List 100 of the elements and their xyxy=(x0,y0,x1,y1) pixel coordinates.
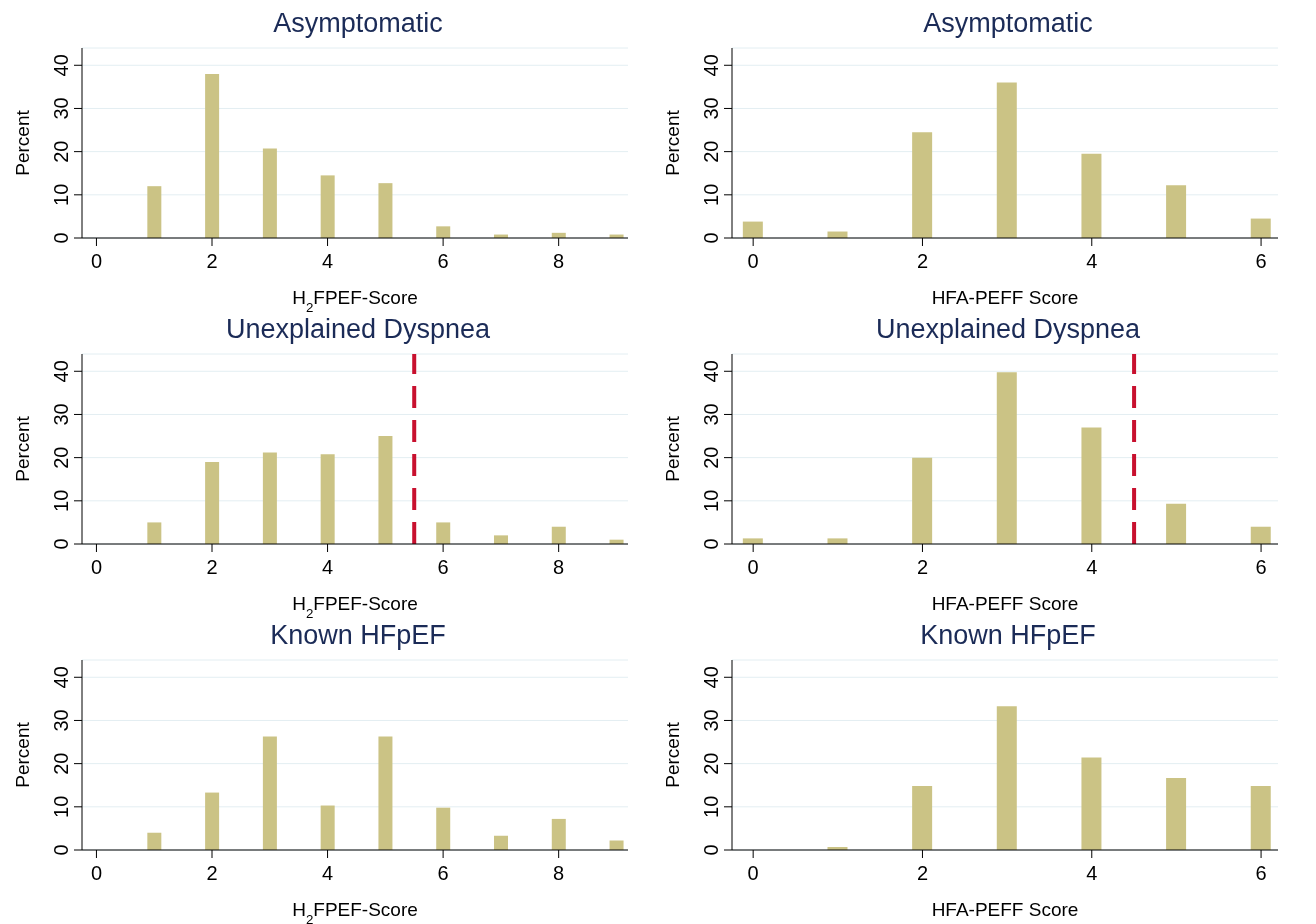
bar xyxy=(742,221,763,238)
x-tick-label: 6 xyxy=(437,862,449,884)
x-tick-label: 2 xyxy=(916,250,929,272)
x-tick-label: 4 xyxy=(321,250,334,272)
y-axis-title: Percent xyxy=(662,721,684,788)
bar xyxy=(378,436,393,544)
bar xyxy=(996,706,1017,850)
y-tick-label: 0 xyxy=(700,538,722,550)
x-tick-label: 4 xyxy=(321,556,334,578)
bar xyxy=(912,132,933,238)
bar xyxy=(205,461,220,544)
y-tick-label: 40 xyxy=(700,360,722,383)
bar xyxy=(320,175,335,238)
x-tick-label: 0 xyxy=(747,862,759,884)
y-tick-label: 40 xyxy=(700,54,722,77)
x-tick-label: 4 xyxy=(1086,250,1098,272)
y-tick-label: 20 xyxy=(700,140,722,163)
y-tick-label: 20 xyxy=(50,752,72,775)
y-tick-label: 40 xyxy=(50,360,72,383)
bar xyxy=(1166,777,1187,850)
bar xyxy=(436,522,451,544)
x-axis-title: H$_{2}$FPEF-Score xyxy=(292,899,418,924)
chart-title: Unexplained Dyspnea xyxy=(224,314,492,346)
bar xyxy=(1081,427,1102,544)
x-tick-label: 8 xyxy=(553,862,565,884)
y-tick-label: 10 xyxy=(700,795,722,818)
y-axis-title: Percent xyxy=(662,109,684,176)
bar xyxy=(996,82,1017,238)
bar xyxy=(262,736,277,850)
x-tick-label: 6 xyxy=(437,250,449,272)
x-axis-title: HFA-PEFF Score xyxy=(931,287,1079,308)
x-tick-label: 0 xyxy=(90,250,103,272)
x-tick-label: 2 xyxy=(916,556,929,578)
y-tick-label: 40 xyxy=(50,666,72,689)
bar xyxy=(205,792,220,850)
bar xyxy=(320,805,335,850)
y-tick-label: 30 xyxy=(700,709,722,732)
y-tick-label: 30 xyxy=(50,403,72,426)
bar xyxy=(147,522,162,544)
y-tick-label: 20 xyxy=(700,446,722,469)
y-tick-label: 30 xyxy=(50,709,72,732)
y-tick-label: 10 xyxy=(700,183,722,206)
x-tick-label: 2 xyxy=(916,862,929,884)
bar xyxy=(436,226,451,238)
bar xyxy=(147,832,162,850)
chart-title: Known HFpEF xyxy=(919,620,1097,652)
x-tick-label: 6 xyxy=(1255,250,1267,272)
bar xyxy=(494,535,508,544)
chart-title: Asymptomatic xyxy=(922,8,1094,40)
chart-title: Known HFpEF xyxy=(269,620,447,652)
y-tick-label: 20 xyxy=(50,140,72,163)
y-tick-label: 0 xyxy=(50,232,72,244)
y-axis-title: Percent xyxy=(12,721,34,788)
bar xyxy=(1166,503,1187,544)
bar xyxy=(1166,185,1187,238)
y-tick-label: 30 xyxy=(50,97,72,120)
y-tick-label: 10 xyxy=(50,183,72,206)
x-tick-label: 4 xyxy=(321,862,334,884)
x-tick-label: 2 xyxy=(206,862,218,884)
bar xyxy=(494,835,508,850)
bar xyxy=(147,186,162,238)
bar xyxy=(1250,526,1271,544)
x-tick-label: 6 xyxy=(1255,862,1267,884)
bar xyxy=(1081,757,1102,850)
bar xyxy=(1250,786,1271,850)
y-axis-title: Percent xyxy=(12,109,34,176)
y-tick-label: 0 xyxy=(50,844,72,856)
x-tick-label: 4 xyxy=(1086,556,1098,578)
bar xyxy=(1081,153,1102,238)
bar xyxy=(1250,218,1271,238)
x-tick-label: 6 xyxy=(437,556,449,578)
bar xyxy=(378,183,393,238)
y-axis-title: Percent xyxy=(662,415,684,482)
y-tick-label: 20 xyxy=(50,446,72,469)
x-tick-label: 0 xyxy=(747,556,759,578)
x-tick-label: 0 xyxy=(747,250,759,272)
x-axis-title: HFA-PEFF Score xyxy=(931,593,1079,614)
bar xyxy=(262,148,277,238)
x-tick-label: 0 xyxy=(90,862,103,884)
y-tick-label: 30 xyxy=(700,403,722,426)
bar xyxy=(912,786,933,850)
bar xyxy=(262,452,277,544)
y-tick-label: 0 xyxy=(700,844,722,856)
y-tick-label: 10 xyxy=(50,489,72,512)
bar xyxy=(551,526,566,544)
bar xyxy=(320,454,335,544)
x-tick-label: 0 xyxy=(90,556,103,578)
y-axis-title: Percent xyxy=(12,415,34,482)
y-tick-label: 30 xyxy=(700,97,722,120)
chart-title: Unexplained Dyspnea xyxy=(874,314,1142,346)
y-tick-label: 0 xyxy=(700,232,722,244)
y-tick-label: 10 xyxy=(50,795,72,818)
bar xyxy=(996,372,1017,544)
x-tick-label: 8 xyxy=(553,556,565,578)
x-tick-label: 4 xyxy=(1086,862,1098,884)
bar xyxy=(378,736,393,850)
y-tick-label: 10 xyxy=(700,489,722,512)
bar xyxy=(205,73,220,238)
x-axis-title: HFA-PEFF Score xyxy=(931,899,1079,920)
x-tick-label: 8 xyxy=(553,250,565,272)
